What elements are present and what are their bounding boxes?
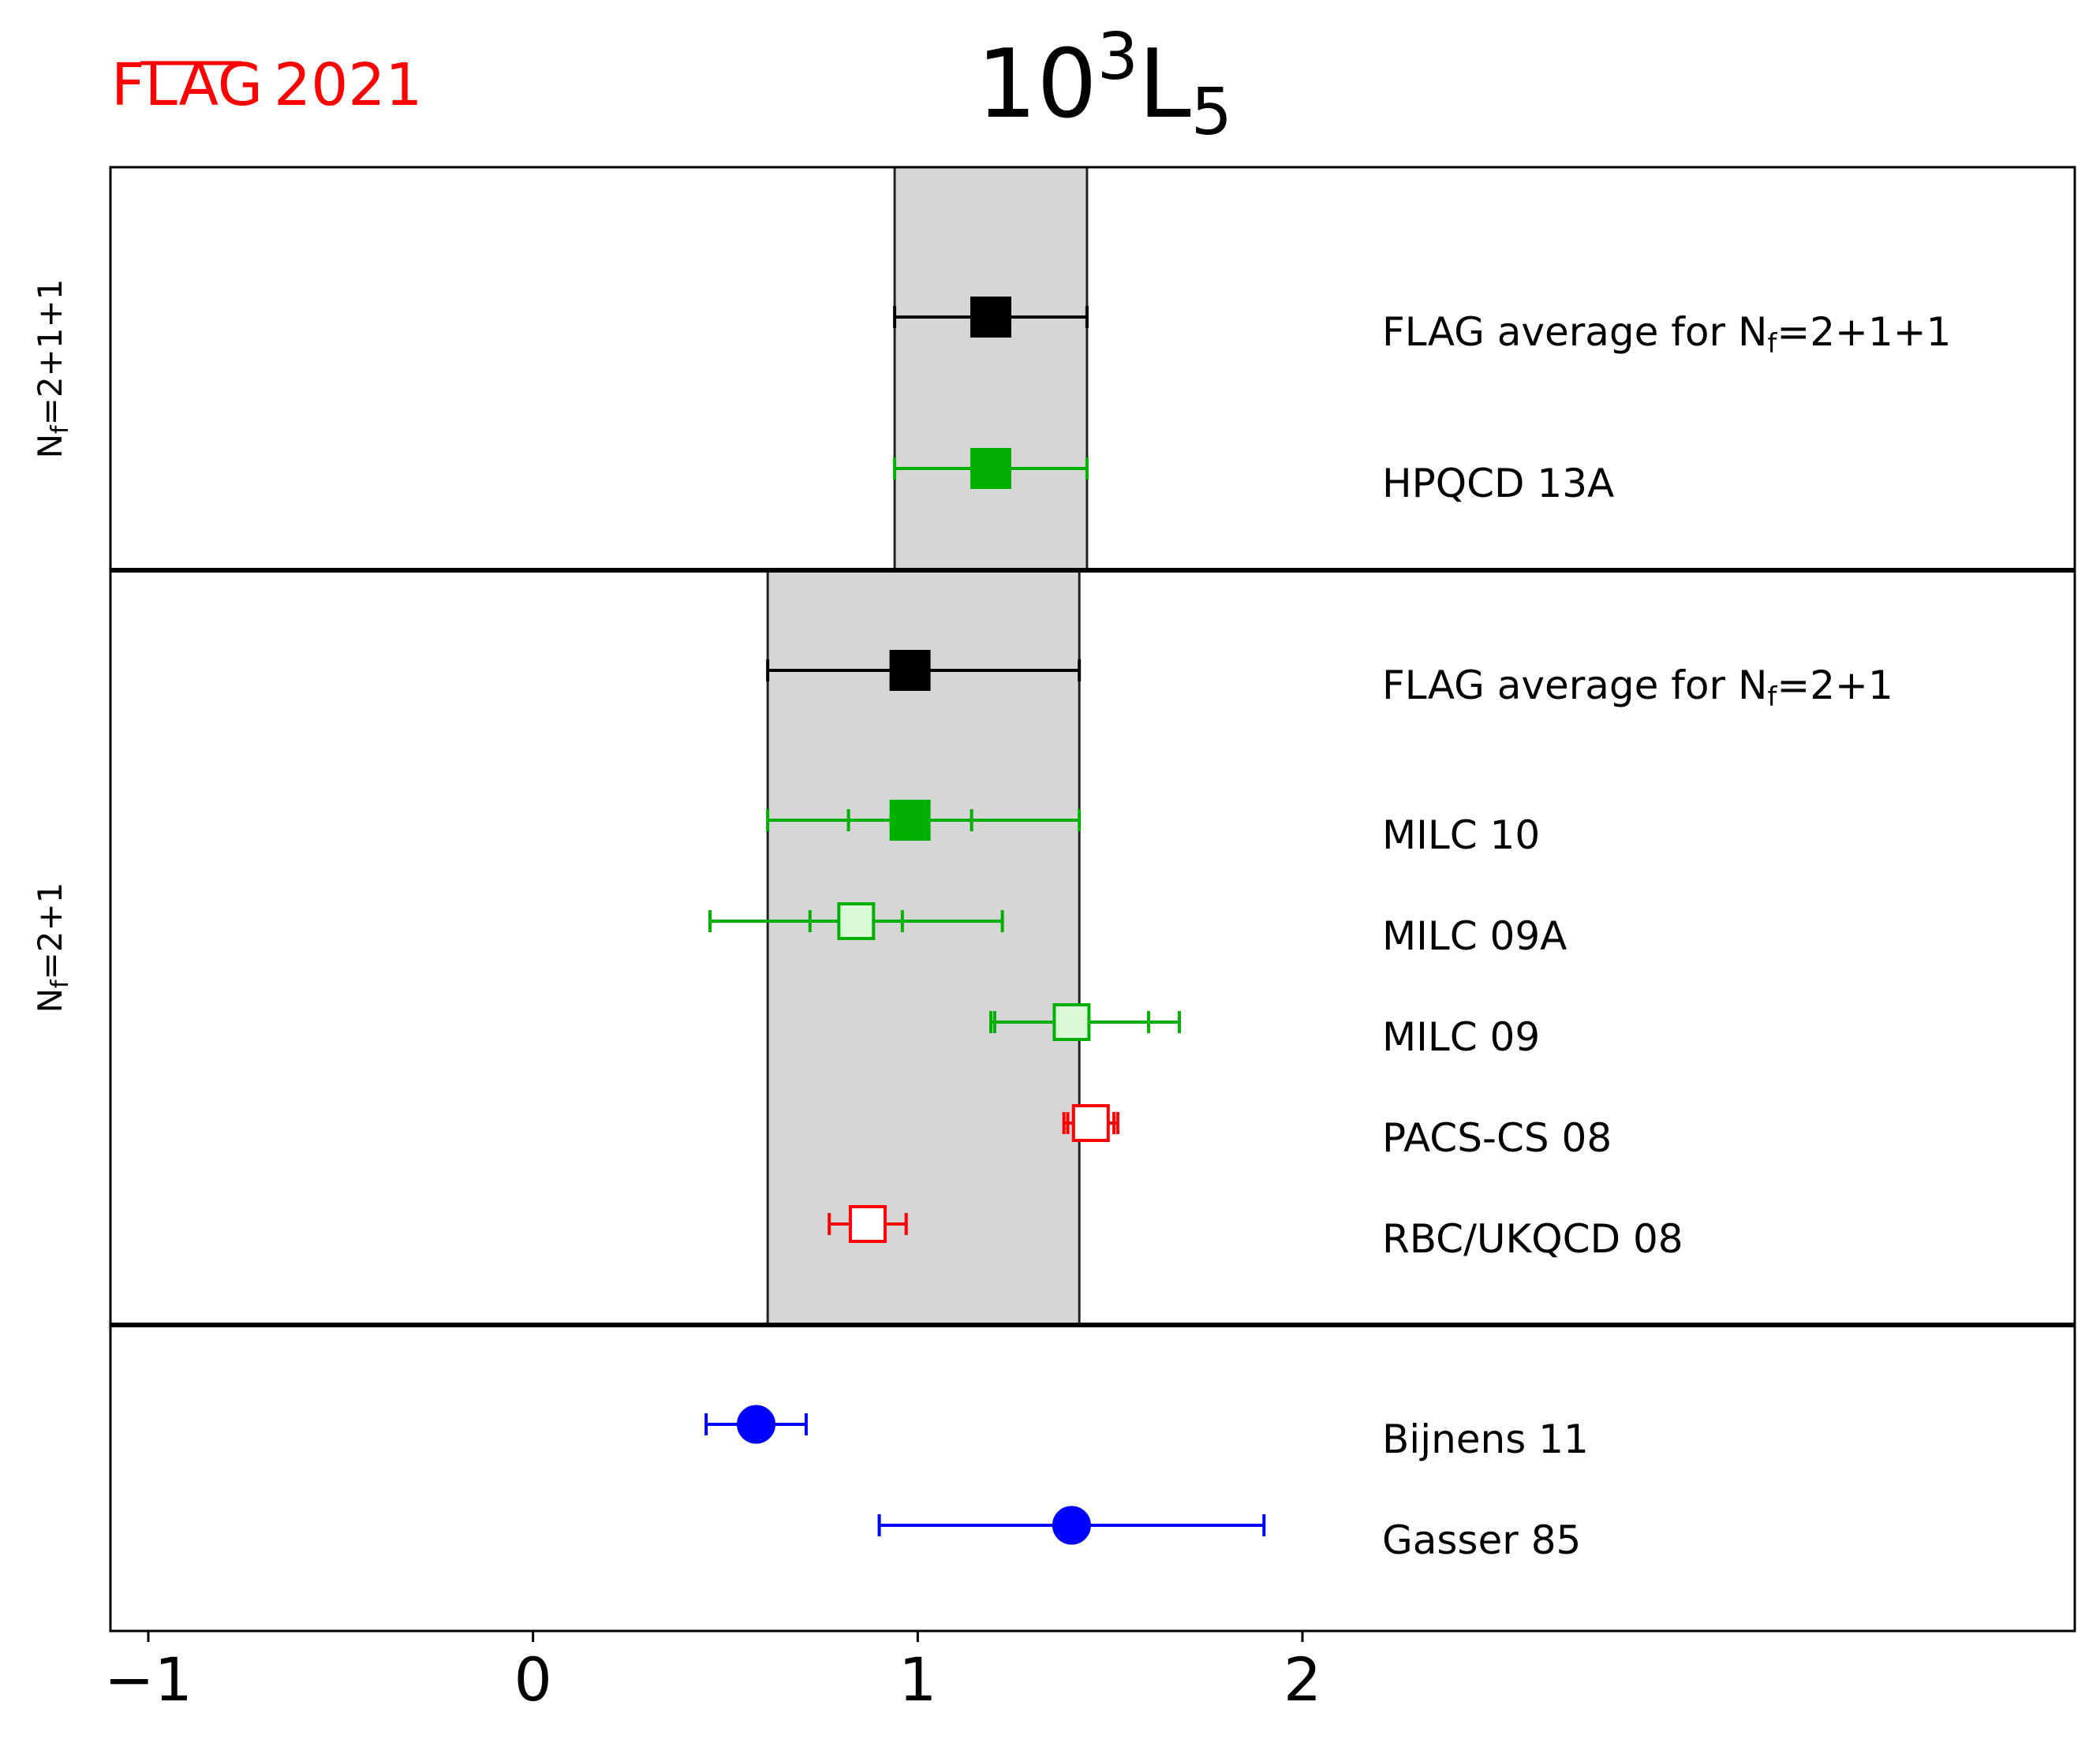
data-point-row [877,1506,1266,1545]
row-label: PACS-CS 08 [1382,1115,1612,1161]
row-label: FLAG average for Nf=2+1 [1382,662,1893,713]
row-label: MILC 10 [1382,812,1540,858]
data-point-marker [1052,1003,1091,1041]
data-point-marker [970,297,1011,338]
data-point-row [893,297,1089,338]
data-point-marker [1052,1506,1091,1545]
data-point-marker [970,448,1011,489]
row-label: RBC/UKQCD 08 [1382,1216,1683,1262]
data-point-row [704,1405,808,1444]
data-point-marker [837,902,876,940]
x-tick-label: 0 [514,1644,551,1715]
data-point-marker [1071,1104,1110,1142]
row-label: Bijnens 11 [1382,1416,1589,1462]
row-label: Gasser 85 [1382,1517,1581,1563]
flag-average-band [768,570,1080,1325]
data-point-row [766,800,1082,841]
flag-logo: FLAG 2021 [111,51,422,119]
nf-panel-label: Nf=2+1 [31,883,74,1013]
plot-frame [109,166,2076,1633]
data-point-row [893,448,1089,489]
data-point-marker [889,800,931,841]
data-point-row [1062,1104,1119,1142]
nf-panel-label: Nf=2+1+1 [31,279,74,459]
row-label: FLAG average for Nf=2+1+1 [1382,309,1951,360]
x-tick-label: −1 [104,1644,192,1715]
data-point-marker [889,650,931,691]
flag-average-band [895,167,1087,570]
data-point-marker [848,1205,887,1243]
data-point-row [708,902,1004,940]
data-point-marker [737,1405,776,1444]
data-point-row [988,1003,1181,1041]
data-point-row [766,650,1082,691]
x-tick-label: 2 [1284,1644,1321,1715]
flag-logo-year: 2021 [274,51,422,119]
x-tick-label: 1 [899,1644,936,1715]
data-point-row [828,1205,908,1243]
chart-title: 103L5 [977,20,1232,150]
row-label: HPQCD 13A [1382,461,1614,506]
row-label: MILC 09A [1382,913,1567,959]
row-label: MILC 09 [1382,1014,1540,1060]
